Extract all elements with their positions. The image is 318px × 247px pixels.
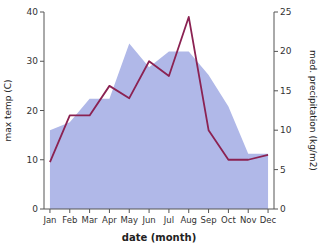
y2-tick	[274, 12, 278, 13]
y2-tick	[274, 209, 278, 210]
x-tick-label: Jun	[141, 215, 155, 225]
x-tick	[168, 209, 169, 213]
x-axis-title: date (month)	[122, 232, 196, 243]
x-tick-label: Oct	[221, 215, 236, 225]
x-tick-label: Jan	[42, 215, 56, 225]
x-tick	[49, 209, 50, 213]
y-tick	[40, 61, 44, 62]
x-tick-label: Feb	[62, 215, 77, 225]
x-tick-label: May	[120, 215, 138, 225]
x-tick-label: Apr	[102, 215, 117, 225]
y2-tick-label: 10	[280, 125, 292, 135]
y2-axis-title: med. precipitation (kg/m2)	[308, 50, 318, 171]
y2-tick	[274, 169, 278, 170]
y2-tick-label: 0	[280, 204, 286, 214]
y2-axis-line	[274, 12, 275, 209]
x-tick	[228, 209, 229, 213]
y2-tick-label: 5	[280, 165, 286, 175]
y2-tick	[274, 90, 278, 91]
chart: JanFebMarAprMayJunJulAugSepOctNovDec0102…	[0, 0, 318, 247]
x-tick	[89, 209, 90, 213]
y2-tick-label: 15	[280, 86, 291, 96]
x-tick	[129, 209, 130, 213]
x-tick	[109, 209, 110, 213]
x-tick	[188, 209, 189, 213]
x-tick	[248, 209, 249, 213]
y-tick	[40, 110, 44, 111]
y-tick-label: 0	[32, 204, 38, 214]
x-tick-label: Jul	[163, 215, 174, 225]
x-axis-line	[44, 209, 274, 210]
x-tick	[69, 209, 70, 213]
y2-tick	[274, 130, 278, 131]
y2-tick	[274, 51, 278, 52]
y-tick	[40, 159, 44, 160]
x-tick	[268, 209, 269, 213]
y-tick	[40, 12, 44, 13]
y-tick-label: 20	[27, 106, 39, 116]
y-tick	[40, 209, 44, 210]
x-tick	[208, 209, 209, 213]
axes: JanFebMarAprMayJunJulAugSepOctNovDec0102…	[3, 7, 318, 243]
y-tick-label: 40	[27, 7, 39, 17]
y2-tick-label: 20	[280, 46, 292, 56]
x-tick-label: Sep	[201, 215, 217, 225]
x-tick-label: Aug	[180, 215, 197, 225]
x-tick	[149, 209, 150, 213]
x-tick-label: Dec	[260, 215, 277, 225]
x-tick-label: Mar	[82, 215, 99, 225]
y2-tick-label: 25	[280, 7, 291, 17]
temperature-line	[50, 17, 268, 162]
y-tick-label: 10	[27, 155, 39, 165]
y-axis-title: max temp (C)	[3, 79, 13, 141]
y-tick-label: 30	[27, 56, 39, 66]
x-tick-label: Nov	[240, 215, 257, 225]
plot-area	[50, 17, 268, 209]
